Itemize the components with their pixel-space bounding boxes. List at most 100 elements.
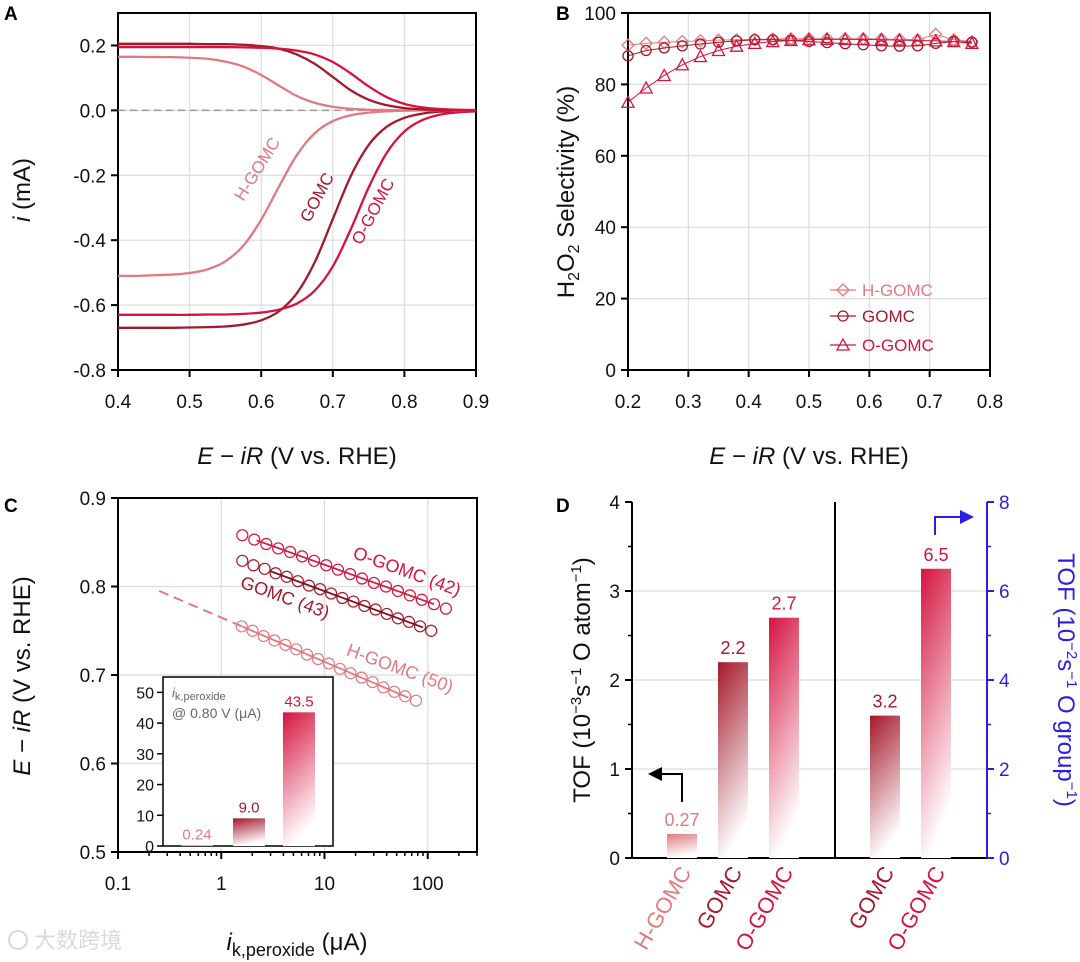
inset-bar-value-label: 43.5 <box>284 693 313 710</box>
data-point-triangle <box>693 49 708 63</box>
data-point-circle <box>676 40 688 52</box>
data-point-circle <box>893 40 906 52</box>
y-tick-label: 4 <box>609 493 620 514</box>
title-part: ) <box>569 557 596 565</box>
title-part: s <box>1052 659 1079 671</box>
inset-bar-value-label: 0.24 <box>182 826 211 843</box>
data-point-diamond <box>693 33 708 48</box>
bar-category-label: GOMC <box>843 862 899 934</box>
series-disk-gomc <box>117 109 477 329</box>
y-tick-label: 1 <box>609 760 620 781</box>
watermark-text: 大数跨境 <box>34 928 122 953</box>
title-part: O atom <box>569 582 596 667</box>
data-point-triangle <box>620 94 636 108</box>
panel-d-left-y-axis-title: TOF (10−3s−1 O atom−1) <box>568 557 596 803</box>
inset-title-i: i <box>172 685 176 700</box>
panel-d-chart: 01234024680.27H-GOMC2.2GOMC2.7O-GOMC3.2G… <box>609 493 1010 955</box>
right-y-tick-label: 2 <box>999 760 1010 781</box>
inset-y-tick-label: 40 <box>136 716 154 733</box>
panel-c-label-h-gomc: H-GOMC (50) <box>344 640 456 697</box>
plot-frame <box>117 12 477 371</box>
title-sup: −1 <box>568 668 585 685</box>
y-title-ir: iR <box>9 710 36 733</box>
series-ring-gomc <box>118 42 477 112</box>
data-point-circle <box>622 50 634 62</box>
y-title-rest: (mA) <box>9 158 36 217</box>
x-title-rest: (μA) <box>315 929 368 956</box>
data-point-circle <box>377 681 390 694</box>
legend-label-gomc: GOMC <box>862 307 915 326</box>
x-tick-label: 0.8 <box>977 392 1003 413</box>
data-point-triangle <box>856 32 871 46</box>
bar-value-label: 3.2 <box>872 692 897 712</box>
left-axis-arrow-icon <box>648 767 683 802</box>
right-y-tick-label: 4 <box>999 671 1010 692</box>
y-title-rest: Selectivity (%) <box>553 86 580 245</box>
data-point-circle <box>344 667 357 680</box>
data-point-circle <box>279 638 292 652</box>
panel-a-chart: 0.4 0.5 0.6 0.7 0.8 0.9 -0.8 -0.6 -0.4 -0.2 0.0 0.2 <box>73 12 489 413</box>
data-point-circle <box>658 42 670 54</box>
x-title-minus: − <box>213 443 240 470</box>
data-point-circle <box>358 599 371 613</box>
data-point-circle <box>367 576 381 590</box>
legend-marker-diamond <box>836 283 850 297</box>
panel-label-a: A <box>4 4 18 25</box>
y-title-e: E <box>9 759 36 776</box>
data-point-triangle <box>657 68 672 82</box>
title-sup: −1 <box>1063 671 1080 688</box>
panel-c-label-gomc: GOMC (43) <box>238 572 332 623</box>
data-point-circle <box>320 559 333 572</box>
data-point-triangle <box>801 32 817 46</box>
data-point-triangle <box>765 34 780 48</box>
data-point-circle <box>875 40 888 52</box>
data-point-triangle <box>711 43 726 57</box>
data-point-circle <box>257 629 270 643</box>
data-point-circle <box>313 583 327 596</box>
title-sup: −1 <box>568 565 585 582</box>
series-h-gomc <box>158 589 423 707</box>
data-point-circle <box>280 570 293 583</box>
data-point-circle <box>236 554 249 567</box>
title-part: s <box>569 685 596 697</box>
panel-b-chart: 0.2 0.3 0.4 0.5 0.6 0.7 0.8 0 20 40 60 80 100 <box>584 4 1003 413</box>
y-tick-label: 0.8 <box>80 578 106 599</box>
bar-left-o-gomc <box>769 617 799 858</box>
bar-right-gomc <box>870 715 900 858</box>
x-tick-label: 0.6 <box>856 392 882 413</box>
bar-value-label: 2.7 <box>771 594 796 614</box>
inset-y-tick-label: 10 <box>136 808 154 825</box>
series-disk-h-gomc <box>117 109 476 278</box>
data-point-circle <box>403 589 416 602</box>
inset-bar-o-gomc <box>283 712 315 846</box>
data-point-circle <box>296 550 309 563</box>
data-point-circle <box>236 529 249 542</box>
panel-c-y-axis-title: E − iR (V vs. RHE) <box>9 576 36 775</box>
data-point-circle <box>366 675 379 689</box>
y-tick-label: 60 <box>595 147 616 168</box>
x-title-ir: iR <box>241 443 264 470</box>
panel-label-c: C <box>4 496 18 517</box>
data-point-circle <box>336 591 349 605</box>
x-tick-label: 10 <box>314 874 335 895</box>
data-point-circle <box>803 35 815 48</box>
panel-a-label-gomc: GOMC <box>296 170 338 226</box>
data-point-circle <box>640 44 652 57</box>
data-point-circle <box>247 559 260 572</box>
y-tick-label: 0.7 <box>80 666 106 687</box>
inset-y-tick-label: 50 <box>136 685 154 702</box>
tafel-fit-line <box>270 570 424 629</box>
x-tick-label: 0.1 <box>105 874 131 895</box>
y-tick-label: 2 <box>609 671 620 692</box>
title-sup: −3 <box>568 697 585 714</box>
x-tick-label: 0.9 <box>463 392 489 413</box>
legend-marker-circle <box>837 310 849 322</box>
data-point-triangle <box>874 32 889 46</box>
data-point-triangle <box>838 32 853 46</box>
bar-right-o-gomc <box>921 568 951 858</box>
tafel-extrapolation-dashed <box>158 589 243 628</box>
data-point-circle <box>694 38 707 50</box>
data-point-triangle <box>820 32 835 46</box>
data-point-circle <box>347 595 360 608</box>
